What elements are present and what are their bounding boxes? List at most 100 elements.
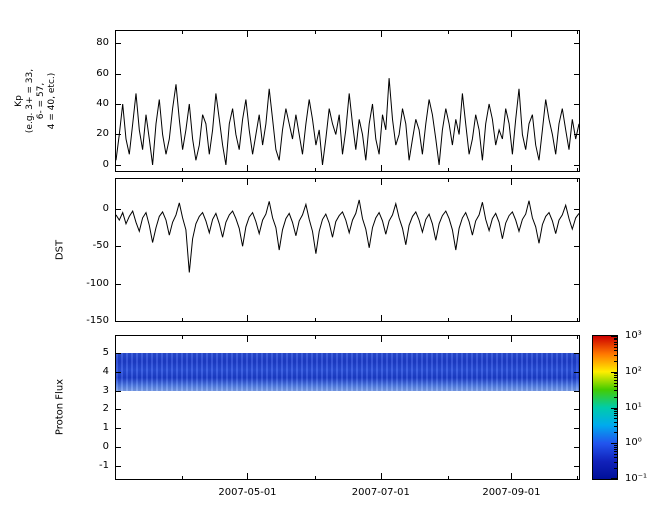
colorbar-tick-minor bbox=[614, 390, 617, 392]
kp-axis-label-line3: 6- = 57, bbox=[36, 82, 46, 120]
y-tick-right bbox=[574, 409, 579, 411]
x-tick-major bbox=[380, 336, 382, 342]
y-tick-right bbox=[574, 43, 579, 45]
x-tick-minor bbox=[181, 476, 183, 479]
dst-panel bbox=[115, 178, 580, 322]
x-tick-minor bbox=[448, 179, 450, 182]
colorbar-tick-minor bbox=[614, 457, 617, 459]
y-tick-left bbox=[116, 283, 121, 285]
colorbar-tick-minor bbox=[614, 339, 617, 341]
colorbar-tick-minor bbox=[614, 341, 617, 343]
x-tick-major bbox=[380, 315, 382, 321]
colorbar-tick-minor bbox=[614, 418, 617, 420]
colorbar-tick-minor bbox=[614, 426, 617, 428]
y-tick-left bbox=[116, 208, 121, 210]
colorbar-tick-minor bbox=[614, 385, 617, 387]
x-tick-major bbox=[247, 179, 249, 185]
y-tick-right bbox=[574, 283, 579, 285]
y-tick-left bbox=[116, 428, 121, 430]
colorbar-tick-minor bbox=[614, 337, 617, 339]
proton-flux-band bbox=[116, 352, 579, 391]
y-tick-left bbox=[116, 465, 121, 467]
colorbar-tick-major bbox=[611, 371, 617, 373]
colorbar-tick-minor bbox=[614, 421, 617, 423]
x-tick-major bbox=[247, 336, 249, 342]
colorbar-tick-minor bbox=[614, 354, 617, 356]
colorbar-tick-minor bbox=[614, 346, 617, 348]
y-tick-label: 5 bbox=[102, 346, 109, 358]
y-tick-left bbox=[116, 164, 121, 166]
colorbar-tick-label: 10¹ bbox=[625, 401, 642, 413]
x-tick-minor bbox=[315, 318, 317, 321]
y-tick-right bbox=[574, 134, 579, 136]
colorbar-tick-minor bbox=[614, 413, 617, 415]
colorbar-tick-label: 10² bbox=[625, 365, 642, 377]
x-tick-minor bbox=[576, 476, 578, 479]
x-tick-major bbox=[511, 179, 513, 185]
y-tick-left bbox=[116, 352, 121, 354]
dst-axis-label: DST bbox=[54, 239, 66, 261]
colorbar-tick-major bbox=[611, 478, 617, 479]
y-tick-label: 80 bbox=[96, 37, 109, 49]
x-tick-minor bbox=[315, 179, 317, 182]
x-tick-minor bbox=[448, 318, 450, 321]
y-tick-right bbox=[574, 428, 579, 430]
colorbar-tick-minor bbox=[614, 454, 617, 455]
x-tick-major bbox=[511, 165, 513, 171]
x-tick-major bbox=[511, 31, 513, 37]
x-tick-major bbox=[247, 165, 249, 171]
y-tick-label: 0 bbox=[102, 158, 109, 170]
x-tick-major bbox=[380, 31, 382, 37]
y-tick-label: -1 bbox=[99, 459, 109, 471]
x-tick-label-date: 2007-05-01 bbox=[218, 487, 277, 498]
colorbar-tick-minor bbox=[614, 410, 617, 412]
y-tick-left bbox=[116, 73, 121, 75]
x-tick-major bbox=[511, 336, 513, 342]
colorbar-tick-minor bbox=[614, 451, 617, 453]
colorbar-tick-minor bbox=[614, 377, 617, 379]
x-tick-minor bbox=[576, 336, 578, 339]
proton-flux-axis-label: Proton Flux bbox=[54, 378, 66, 436]
x-tick-minor bbox=[315, 168, 317, 171]
x-tick-major bbox=[380, 473, 382, 479]
y-tick-left bbox=[116, 43, 121, 45]
y-tick-label: 3 bbox=[102, 384, 109, 396]
colorbar-tick-minor bbox=[614, 360, 617, 362]
x-tick-minor bbox=[576, 179, 578, 182]
y-tick-left bbox=[116, 246, 121, 248]
dst-line-plot bbox=[116, 199, 579, 273]
y-tick-label: 20 bbox=[96, 128, 109, 140]
x-tick-minor bbox=[315, 476, 317, 479]
y-tick-right bbox=[574, 208, 579, 210]
y-tick-label: 2 bbox=[102, 403, 109, 415]
y-tick-left bbox=[116, 390, 121, 392]
y-tick-label: -50 bbox=[92, 240, 109, 252]
y-tick-right bbox=[574, 164, 579, 166]
colorbar-tick-major bbox=[611, 407, 617, 409]
kp-line-plot bbox=[116, 78, 579, 165]
y-tick-label: -100 bbox=[86, 277, 109, 289]
x-tick-minor bbox=[315, 336, 317, 339]
colorbar-tick-minor bbox=[614, 409, 617, 411]
y-tick-right bbox=[574, 321, 579, 322]
x-tick-major bbox=[247, 31, 249, 37]
y-tick-left bbox=[116, 447, 121, 448]
colorbar-tick-minor bbox=[614, 461, 617, 463]
y-tick-right bbox=[574, 447, 579, 448]
colorbar-tick-minor bbox=[614, 468, 617, 470]
x-tick-major bbox=[511, 315, 513, 321]
x-tick-minor bbox=[181, 318, 183, 321]
y-tick-right bbox=[574, 465, 579, 467]
y-tick-left bbox=[116, 134, 121, 136]
y-tick-label: -150 bbox=[86, 315, 109, 326]
x-tick-major bbox=[247, 473, 249, 479]
kp-axis-label-line4: 4 = 40, etc.) bbox=[47, 72, 57, 130]
colorbar-tick-label: 10⁰ bbox=[625, 437, 642, 449]
kp-axis-label-line2: (e.g. 3+ = 33, bbox=[25, 68, 35, 134]
y-tick-label: 40 bbox=[96, 98, 109, 110]
y-tick-right bbox=[574, 352, 579, 354]
colorbar-tick-minor bbox=[614, 382, 617, 384]
x-tick-minor bbox=[315, 31, 317, 34]
y-tick-label: 60 bbox=[96, 67, 109, 79]
